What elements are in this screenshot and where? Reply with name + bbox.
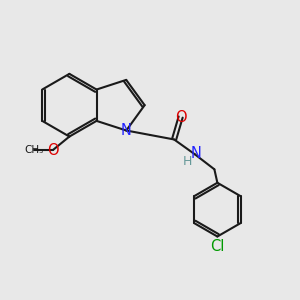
Text: N: N: [191, 146, 202, 161]
Text: CH₃: CH₃: [24, 145, 43, 155]
Text: H: H: [183, 155, 192, 168]
Text: N: N: [121, 123, 132, 138]
Text: Cl: Cl: [210, 239, 225, 254]
Text: O: O: [175, 110, 187, 124]
Text: O: O: [47, 142, 59, 158]
